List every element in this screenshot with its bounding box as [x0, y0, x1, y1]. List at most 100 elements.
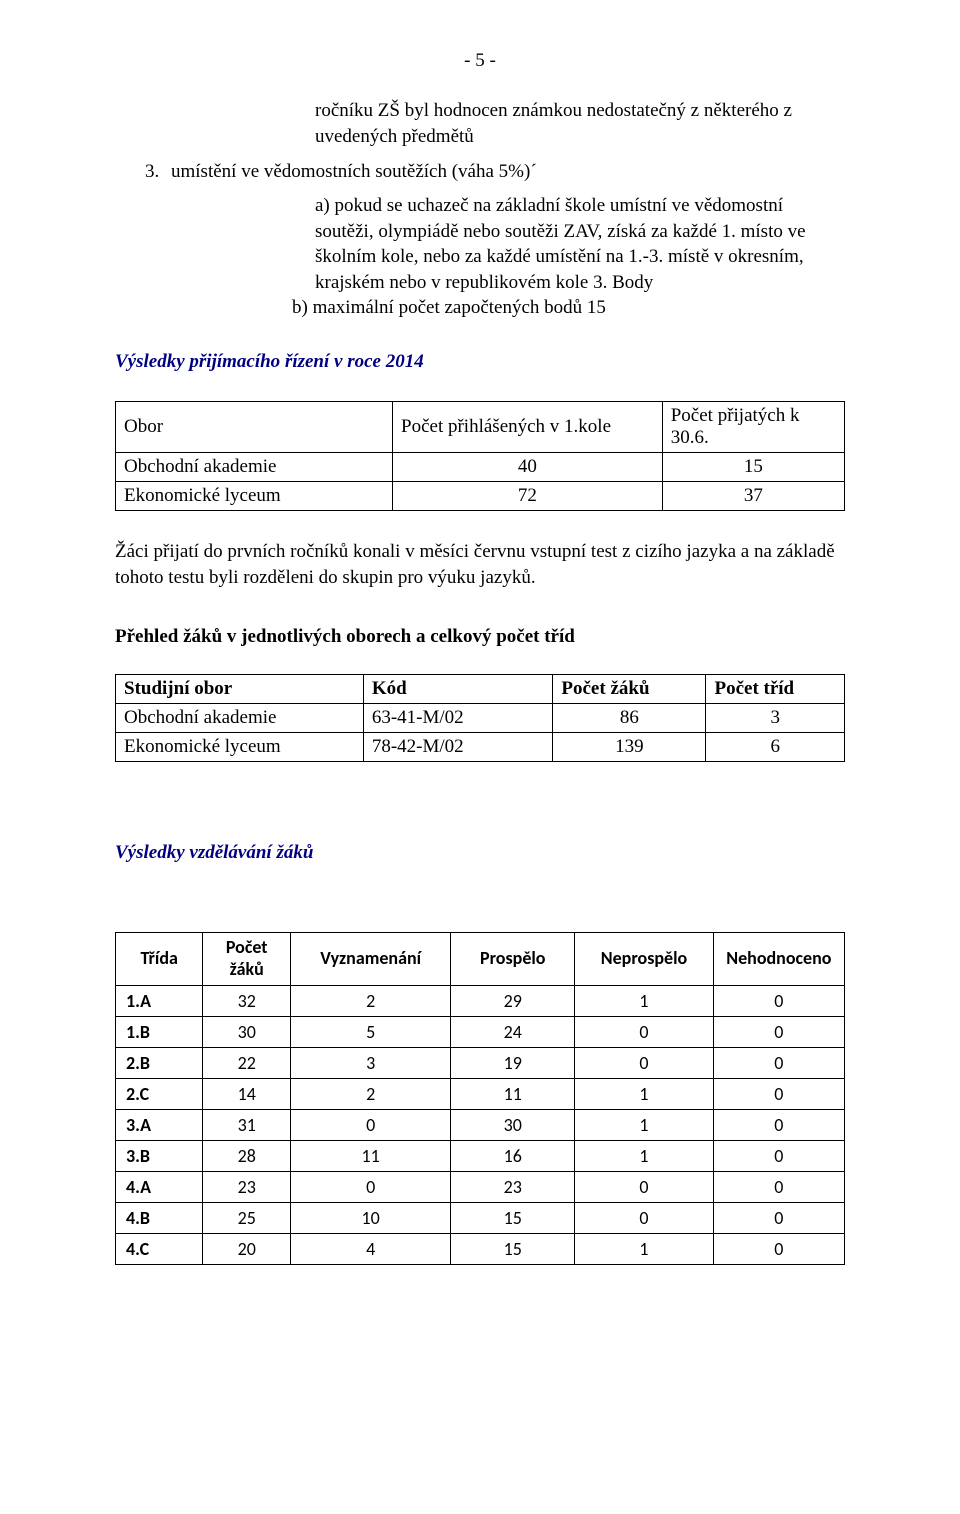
col-header: Studijní obor	[116, 675, 364, 704]
cell-value: 24	[451, 1016, 575, 1047]
cell-label: Ekonomické lyceum	[116, 733, 364, 762]
cell-value: 0	[290, 1171, 450, 1202]
document-page: - 5 - ročníku ZŠ byl hodnocen známkou ne…	[0, 0, 960, 1514]
cell-value: 2	[290, 1078, 450, 1109]
page-number: - 5 -	[115, 50, 845, 72]
cell-value: 15	[662, 453, 844, 482]
cell-class: 4.C	[116, 1233, 203, 1264]
heading-student-summary: Přehled žáků v jednotlivých oborech a ce…	[115, 626, 845, 648]
sub-item-b: b) maximální počet započtených bodů 15	[292, 295, 845, 321]
cell-value: 86	[553, 704, 706, 733]
education-results-table: Třída Počet žáků Vyznamenání Prospělo Ne…	[115, 932, 845, 1264]
cell-value: 0	[713, 1047, 844, 1078]
list-item-3: 3. umístění ve vědomostních soutěžích (v…	[145, 159, 845, 185]
intro-continuation: ročníku ZŠ byl hodnocen známkou nedostat…	[315, 98, 845, 149]
cell-value: 15	[451, 1202, 575, 1233]
student-summary-table: Studijní obor Kód Počet žáků Počet tříd …	[115, 674, 845, 762]
col-header: Prospělo	[451, 933, 575, 985]
cell-value: 23	[203, 1171, 290, 1202]
cell-value: 29	[451, 985, 575, 1016]
cell-value: 11	[290, 1140, 450, 1171]
cell-value: 72	[393, 482, 663, 511]
cell-value: 3	[290, 1047, 450, 1078]
spacer	[115, 892, 845, 922]
table-header-row: Studijní obor Kód Počet žáků Počet tříd	[116, 675, 845, 704]
table-row: 2.B2231900	[116, 1047, 845, 1078]
table-row: 3.A3103010	[116, 1109, 845, 1140]
cell-value: 4	[290, 1233, 450, 1264]
table-row: Ekonomické lyceum 72 37	[116, 482, 845, 511]
cell-value: 15	[451, 1233, 575, 1264]
cell-value: 16	[451, 1140, 575, 1171]
cell-class: 4.A	[116, 1171, 203, 1202]
cell-value: 1	[575, 1140, 714, 1171]
cell-value: 31	[203, 1109, 290, 1140]
cell-label: Ekonomické lyceum	[116, 482, 393, 511]
cell-value: 0	[575, 1202, 714, 1233]
table-row: Ekonomické lyceum 78-42-M/02 139 6	[116, 733, 845, 762]
cell-value: 28	[203, 1140, 290, 1171]
cell-class: 3.B	[116, 1140, 203, 1171]
cell-class: 4.B	[116, 1202, 203, 1233]
cell-value: 11	[451, 1078, 575, 1109]
col-header: Počet žáků	[553, 675, 706, 704]
table-row: 4.A2302300	[116, 1171, 845, 1202]
cell-value: 1	[575, 985, 714, 1016]
col-header: Vyznamenání	[290, 933, 450, 985]
cell-value: 25	[203, 1202, 290, 1233]
cell-value: 139	[553, 733, 706, 762]
cell-value: 0	[713, 1078, 844, 1109]
cell-value: 0	[290, 1109, 450, 1140]
col-header: Počet žáků	[203, 933, 290, 985]
cell-class: 2.C	[116, 1078, 203, 1109]
cell-value: 20	[203, 1233, 290, 1264]
list-item-text: umístění ve vědomostních soutěžích (váha…	[171, 159, 537, 185]
cell-value: 10	[290, 1202, 450, 1233]
cell-label: Obchodní akademie	[116, 453, 393, 482]
cell-value: 0	[713, 985, 844, 1016]
cell-value: 30	[203, 1016, 290, 1047]
cell-value: 0	[713, 1171, 844, 1202]
cell-value: 37	[662, 482, 844, 511]
table-row: Obchodní akademie 40 15	[116, 453, 845, 482]
cell-value: 14	[203, 1078, 290, 1109]
col-header: Počet přihlášených v 1.kole	[393, 402, 663, 453]
table-row: 2.C1421110	[116, 1078, 845, 1109]
cell-value: 32	[203, 985, 290, 1016]
cell-class: 1.B	[116, 1016, 203, 1047]
col-header: Počet přijatých k 30.6.	[662, 402, 844, 453]
cell-value: 3	[706, 704, 845, 733]
cell-value: 0	[575, 1047, 714, 1078]
table-header-row: Třída Počet žáků Vyznamenání Prospělo Ne…	[116, 933, 845, 985]
table-row: 3.B28111610	[116, 1140, 845, 1171]
cell-class: 2.B	[116, 1047, 203, 1078]
cell-value: 0	[713, 1202, 844, 1233]
cell-class: 3.A	[116, 1109, 203, 1140]
cell-value: 23	[451, 1171, 575, 1202]
cell-value: 0	[713, 1140, 844, 1171]
cell-value: 0	[713, 1233, 844, 1264]
col-header: Nehodnoceno	[713, 933, 844, 985]
col-header: Kód	[363, 675, 553, 704]
cell-value: 0	[713, 1109, 844, 1140]
cell-value: 5	[290, 1016, 450, 1047]
heading-admission-results: Výsledky přijímacího řízení v roce 2014	[115, 351, 845, 373]
cell-value: 1	[575, 1233, 714, 1264]
cell-class: 1.A	[116, 985, 203, 1016]
admission-results-table: Obor Počet přihlášených v 1.kole Počet p…	[115, 401, 845, 511]
table-header-row: Obor Počet přihlášených v 1.kole Počet p…	[116, 402, 845, 453]
edu-table-body: 1.A32229101.B30524002.B22319002.C1421110…	[116, 985, 845, 1264]
col-header: Třída	[116, 933, 203, 985]
cell-value: 2	[290, 985, 450, 1016]
cell-value: 0	[575, 1016, 714, 1047]
list-item-number: 3.	[145, 159, 171, 185]
cell-value: 1	[575, 1109, 714, 1140]
cell-value: 78-42-M/02	[363, 733, 553, 762]
cell-value: 40	[393, 453, 663, 482]
lettered-sublist: a) pokud se uchazeč na základní škole um…	[315, 193, 845, 321]
cell-value: 6	[706, 733, 845, 762]
heading-education-results: Výsledky vzdělávání žáků	[115, 842, 845, 864]
col-header: Neprospělo	[575, 933, 714, 985]
cell-value: 0	[575, 1171, 714, 1202]
table-row: 4.C2041510	[116, 1233, 845, 1264]
